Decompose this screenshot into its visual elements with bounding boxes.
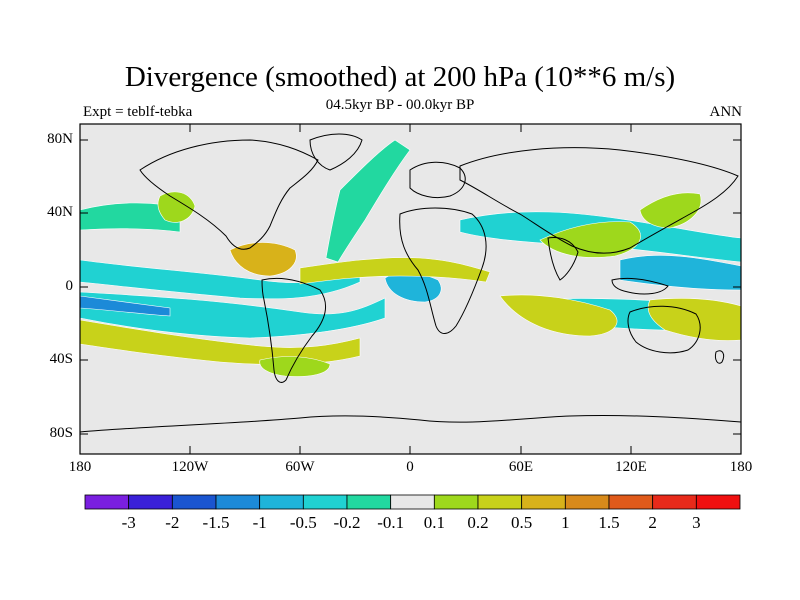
period-label: 04.5kyr BP - 00.0kyr BP [325,97,475,113]
coastline-antarctica [79,414,742,433]
coastline-maritime-continent [611,277,669,295]
coastline-africa [399,207,487,334]
colorbar-label: 3 [692,513,701,532]
experiment-label: Expt = teblf-tebka [83,104,193,120]
lat-label-80s: 80S [49,425,73,441]
field-band-southern-ocean [259,356,331,377]
colorbar-label: 0.1 [423,513,445,532]
colorbar-label: 0.2 [467,513,489,532]
colorbar-swatch [84,494,130,510]
colorbar-swatch [259,494,304,510]
colorbar-label: -1.5 [202,513,230,532]
colorbar-swatch [652,494,697,510]
axis-ticks [79,124,742,454]
field-band-central-america [229,242,297,277]
field-band-equatorial-pacific [80,259,361,300]
season-label: ANN [709,104,743,120]
colorbar-label: -3 [121,513,136,532]
field-band-north-pacific-pos [157,191,196,223]
lon-label-120w: 120W [171,459,209,475]
colorbar-label: -2 [165,513,180,532]
lon-label-120e: 120E [615,459,647,475]
field-band-east-pacific-deep [80,295,171,317]
lon-label-180e: 180 [729,459,753,475]
coastline-new-zealand [715,350,725,364]
colorbar-swatch [608,494,654,510]
lat-label-40n: 40N [47,204,73,220]
field-band-indian-ocean [499,294,618,337]
divergence-field [80,139,741,377]
colorbar-swatch [171,494,217,510]
map-title: Divergence (smoothed) at 200 hPa (10**6 … [124,61,676,93]
colorbar-swatch [433,494,479,510]
coastlines [79,133,742,433]
lat-label-eq: 0 [65,278,74,294]
field-band-north-pacific [80,202,181,233]
colorbar-label: -1 [252,513,267,532]
colorbar-label: -0.2 [333,513,361,532]
field-band-atlantic-itcz [299,257,491,285]
field-band-asia-monsoon [539,221,641,258]
colorbar-swatch [302,494,348,510]
colorbar-swatch [215,494,261,510]
field-band-north-atlantic [325,139,411,263]
field-band-south-pacific [80,291,386,339]
colorbar-label: 2 [648,513,657,532]
colorbar-swatch [564,494,610,510]
colorbar [84,494,741,510]
colorbar-swatch [128,494,173,510]
coastline-asia [459,147,739,254]
coastline-europe [409,161,466,199]
colorbar-label: 1 [561,513,570,532]
lon-label-60w: 60W [285,459,315,475]
colorbar-label: -0.1 [377,513,405,532]
colorbar-label: -0.5 [289,513,317,532]
lon-label-0: 0 [406,459,414,475]
field-band-subtropical-south [80,319,361,365]
colorbar-label: 1.5 [598,513,620,532]
lat-label-80n: 80N [47,131,73,147]
coastline-north-america [139,139,319,250]
coastline-south-america [261,277,327,383]
colorbar-swatch [346,494,392,510]
colorbar-swatch [390,494,435,510]
coastline-india [547,237,579,281]
lon-label-180w: 180 [68,459,92,475]
colorbar-label: 0.5 [511,513,533,532]
coastline-greenland [309,133,363,171]
field-band-east-asia [639,192,702,229]
colorbar-swatch [477,494,523,510]
coastline-australia [627,305,701,354]
colorbar-swatch [521,494,566,510]
field-band-south-pacific-east [647,298,741,341]
lat-label-40s: 40S [49,351,73,367]
colorbar-swatch [695,494,741,510]
lon-label-60e: 60E [508,459,534,475]
